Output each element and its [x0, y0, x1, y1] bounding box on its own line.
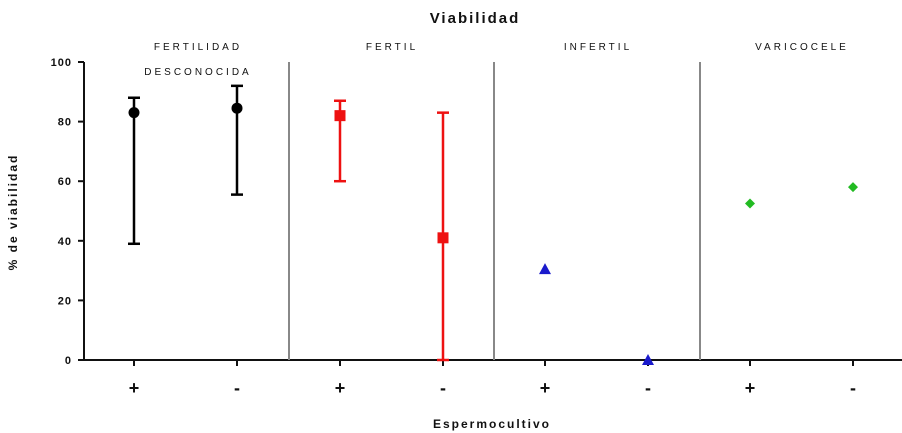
group-label: FERTIL	[366, 42, 418, 53]
chart-title: Viabilidad	[430, 10, 521, 27]
x-tick-label: +	[540, 378, 551, 398]
data-point	[128, 107, 140, 119]
data-points	[128, 102, 858, 365]
axes: 0 20 40 60 80 100 + - + - + - + -	[51, 57, 902, 398]
group-label: INFERTIL	[564, 42, 632, 53]
x-tick-label: +	[745, 378, 756, 398]
group-label: FERTILIDAD	[154, 42, 242, 53]
data-point	[642, 354, 654, 365]
x-tick-label: -	[234, 378, 240, 398]
x-tick-label: +	[129, 378, 140, 398]
x-axis-label: Espermocultivo	[433, 417, 551, 431]
group-label: DESCONOCIDA	[144, 67, 251, 78]
x-tick-label: -	[850, 378, 856, 398]
data-point	[539, 263, 551, 275]
y-axis-label: % de viabilidad	[6, 154, 20, 271]
group-labels: FERTILIDAD DESCONOCIDA FERTIL INFERTIL VARIC…	[144, 42, 849, 78]
data-point	[334, 110, 346, 122]
data-point	[848, 182, 858, 193]
y-tick-label: 80	[58, 117, 72, 129]
group-separators	[288, 62, 701, 360]
group-label: VARICOCELE	[755, 42, 849, 53]
y-tick-label: 40	[58, 236, 72, 248]
x-tick-label: -	[440, 378, 446, 398]
data-point	[437, 232, 449, 244]
y-tick-label: 20	[58, 295, 72, 307]
data-point	[231, 102, 243, 114]
x-tick-label: -	[645, 378, 651, 398]
data-point	[745, 198, 755, 209]
y-tick-label: 0	[65, 355, 72, 367]
y-tick-label: 100	[51, 57, 72, 69]
x-tick-label: +	[335, 378, 346, 398]
y-tick-label: 60	[58, 176, 72, 188]
